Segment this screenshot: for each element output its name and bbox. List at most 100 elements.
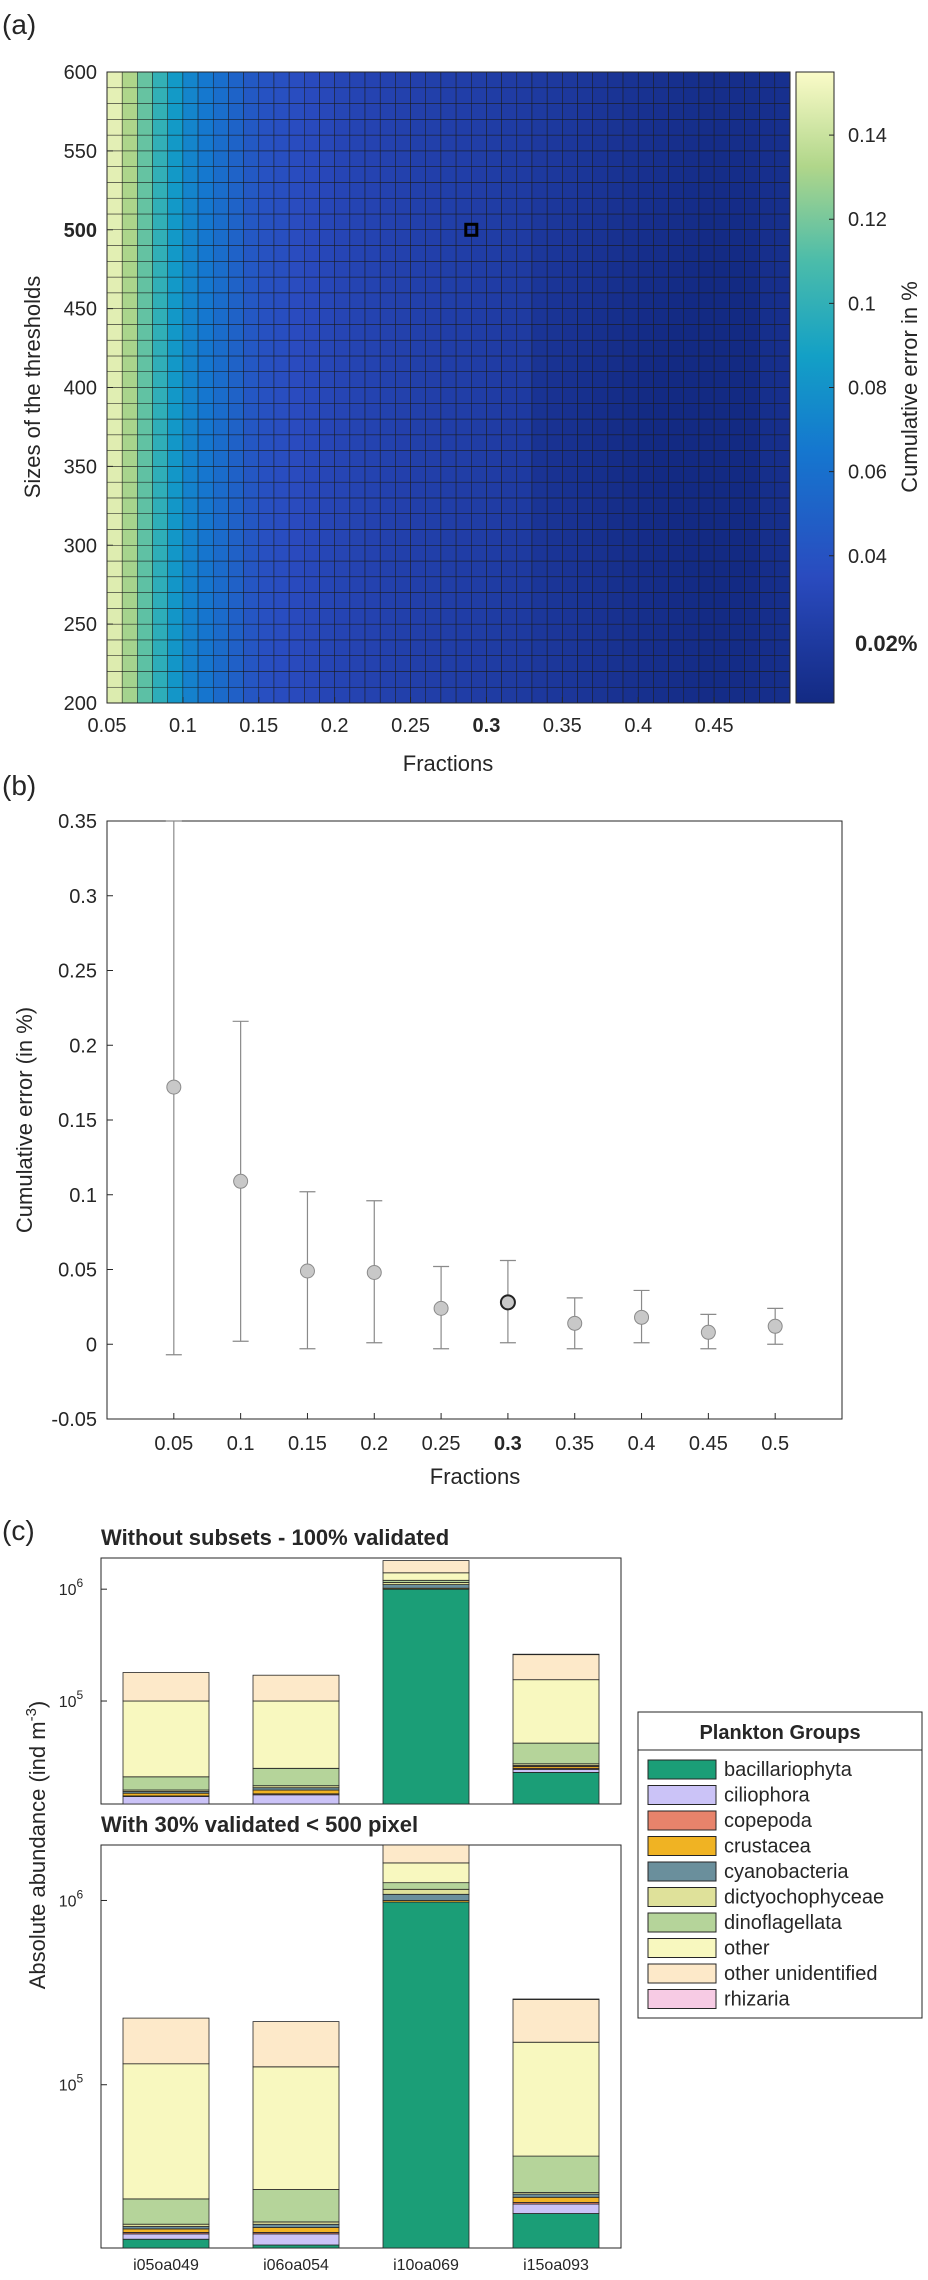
bar-segment-other-unidentified [382, 1560, 470, 1574]
heatmap-cell [304, 403, 320, 420]
heatmap-cell [759, 166, 776, 183]
heatmap-cell [486, 119, 502, 136]
heatmap-cell [562, 481, 578, 499]
heatmap-cell [319, 229, 335, 246]
heatmap-x-tick-label: 0.15 [239, 715, 278, 737]
heatmap-cell [744, 182, 760, 199]
heatmap-cell [228, 245, 244, 262]
heatmap-cell [759, 103, 776, 120]
heatmap-cell [243, 387, 260, 404]
heatmap-cell [152, 292, 168, 309]
heatmap-cell [228, 182, 244, 199]
heatmap-cell [319, 560, 335, 578]
heatmap-cell [607, 182, 624, 199]
heatmap-cell [713, 450, 730, 467]
heatmap-cell [759, 686, 776, 704]
heatmap-cell [562, 623, 578, 641]
errorbar-x-tick-label: 0.1 [227, 1433, 255, 1455]
heatmap-cell [531, 229, 548, 246]
heatmap-cell [197, 592, 214, 609]
heatmap-cell [577, 292, 593, 309]
heatmap-x-tick-label: 0.45 [695, 715, 734, 737]
heatmap-cell [546, 576, 563, 593]
heatmap-cell [501, 213, 518, 231]
heatmap-cell [516, 324, 533, 341]
heatmap-cell [425, 466, 442, 483]
heatmap-cell [243, 497, 260, 514]
heatmap-cell [471, 450, 487, 467]
heatmap-cell [774, 324, 791, 341]
heatmap-cell [258, 513, 275, 530]
heatmap-cell [668, 403, 685, 420]
heatmap-cell [637, 308, 654, 325]
heatmap-cell [562, 434, 578, 451]
bar-segment-ciliophora [512, 2203, 600, 2214]
heatmap-cell [167, 576, 184, 593]
heatmap-cell [501, 103, 518, 120]
heatmap-cell [152, 166, 168, 183]
heatmap-cell [486, 245, 502, 262]
heatmap-cell [212, 245, 229, 262]
heatmap-cell [501, 608, 518, 625]
heatmap-cell [167, 150, 184, 167]
heatmap-cell [501, 686, 518, 704]
heatmap-cell [637, 229, 654, 246]
heatmap-cell [653, 655, 669, 672]
heatmap-cell [319, 513, 335, 530]
heatmap-cell [455, 686, 472, 704]
heatmap-cell [531, 197, 548, 215]
heatmap-cell [228, 134, 244, 152]
heatmap-cell [182, 686, 199, 704]
heatmap-cell [425, 71, 442, 89]
heatmap-cell [744, 308, 760, 325]
heatmap-cell [637, 324, 654, 341]
heatmap-cell [288, 182, 305, 199]
heatmap-cell [501, 576, 518, 593]
heatmap-cell [471, 71, 487, 89]
heatmap-cell [395, 608, 411, 625]
heatmap-cell [152, 686, 168, 704]
heatmap-cell [607, 87, 624, 104]
heatmap-cell [562, 166, 578, 183]
heatmap-cell [668, 466, 685, 483]
heatmap-cell [455, 655, 472, 672]
heatmap-cell [607, 119, 624, 136]
heatmap-cell [334, 592, 351, 609]
heatmap-cell [531, 276, 548, 294]
heatmap-cell [501, 481, 518, 499]
heatmap-cell [440, 403, 457, 420]
heatmap-cell [774, 639, 791, 656]
heatmap-cell [106, 387, 123, 404]
heatmap-cell [729, 434, 745, 451]
heatmap-cell [455, 261, 472, 278]
heatmap-cell [653, 197, 669, 215]
colorbar-tick-label: 0.08 [848, 378, 887, 400]
heatmap-cell [273, 245, 290, 262]
heatmap-cell [167, 245, 184, 262]
heatmap-cell [121, 671, 138, 688]
heatmap-cell [304, 71, 320, 89]
heatmap-cell [152, 150, 168, 167]
heatmap-cell [622, 497, 639, 514]
heatmap-cell [622, 671, 639, 688]
heatmap-cell [455, 623, 472, 641]
heatmap-cell [212, 371, 229, 388]
heatmap-cell [653, 339, 669, 357]
heatmap-cell [440, 150, 457, 167]
heatmap-cell [471, 623, 487, 641]
stacked-y-tick-label: 105 [59, 2072, 84, 2095]
heatmap-cell [304, 339, 320, 357]
heatmap-cell [121, 197, 138, 215]
heatmap-cell [258, 623, 275, 641]
heatmap-cell [410, 497, 426, 514]
heatmap-cell [729, 623, 745, 641]
heatmap-cell [106, 371, 123, 388]
heatmap-cell [137, 292, 153, 309]
heatmap-cell [546, 560, 563, 578]
heatmap-cell [713, 671, 730, 688]
errorbar-panel: 0.05 0.1 0.15 0.2 0.25 0.3 0.35 0.4 0.45 0.5 -0.0… [12, 811, 843, 1489]
heatmap-cell [546, 355, 563, 372]
heatmap-cell [471, 87, 487, 104]
heatmap-cell [304, 261, 320, 278]
heatmap-cell [425, 103, 442, 120]
